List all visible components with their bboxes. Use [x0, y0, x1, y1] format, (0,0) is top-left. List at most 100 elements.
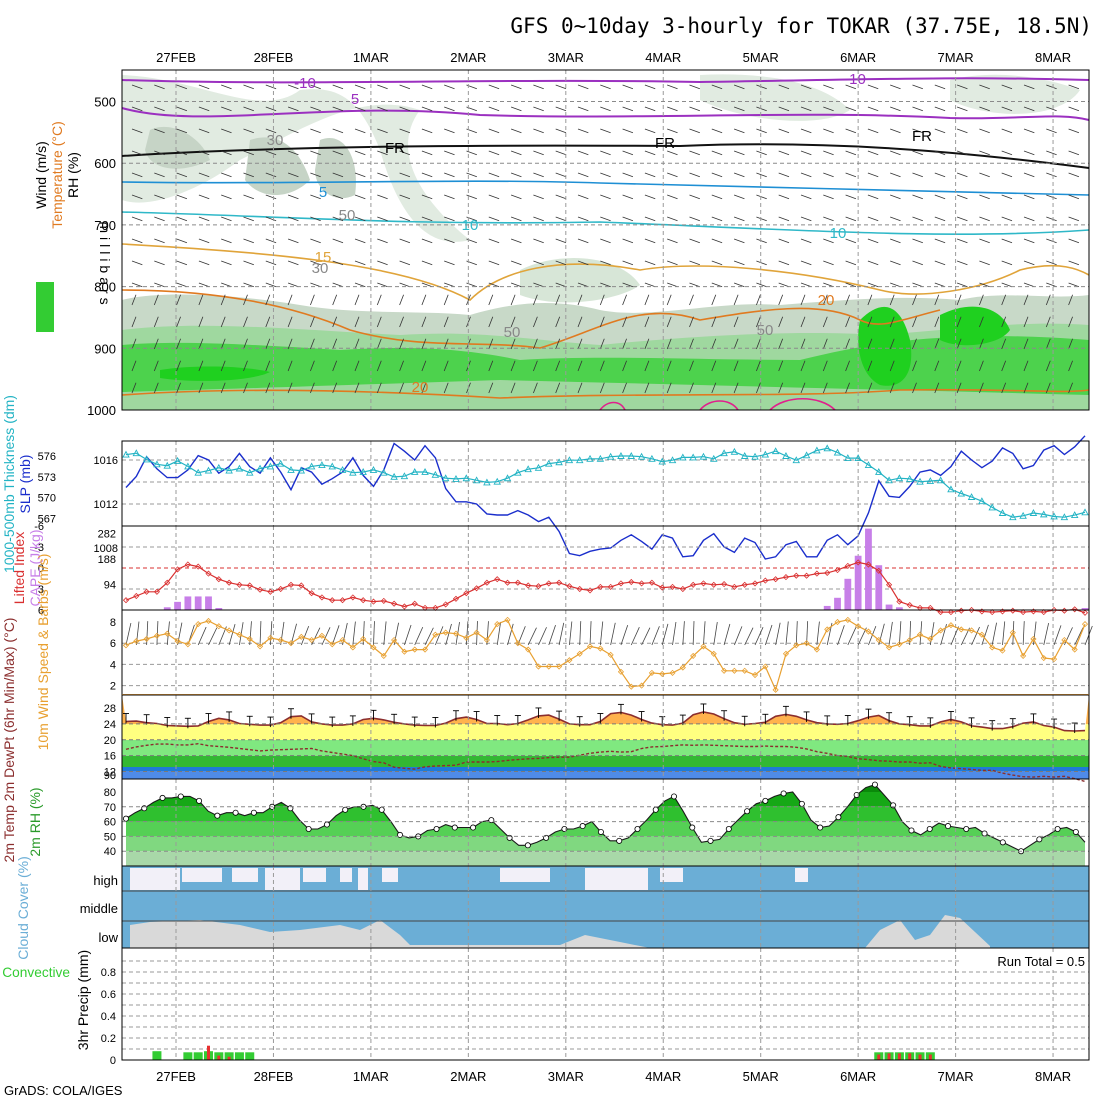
wind-barb [956, 128, 968, 134]
rh-point [579, 823, 586, 830]
profile-contour [599, 401, 626, 411]
wind-barb [131, 282, 143, 288]
li-point [514, 579, 521, 586]
wind-barb [577, 84, 589, 90]
wind-barb [956, 238, 968, 244]
wind-barb [488, 128, 500, 134]
wind-barb [443, 338, 449, 350]
wind-barb [510, 128, 522, 134]
cape-bar [194, 596, 202, 610]
temp-mask [122, 695, 1089, 731]
wind-barb [154, 238, 165, 244]
wind-barb [510, 382, 516, 394]
convective-bar [897, 1053, 901, 1060]
wind-barb [934, 382, 940, 394]
wind-point [927, 635, 934, 643]
wind-barb [889, 382, 895, 394]
wind-point [256, 643, 264, 650]
wind-point [803, 640, 810, 647]
wind-barb [644, 316, 650, 328]
wind-barb [131, 360, 137, 372]
wind-barb [527, 627, 537, 646]
wind-barb [956, 360, 962, 372]
cape-bar [174, 601, 181, 610]
wind-barb [756, 150, 767, 156]
wind-point [597, 645, 604, 652]
wind-barb [265, 106, 277, 112]
li-tick: -6 [34, 521, 44, 533]
wind-barb [912, 360, 917, 372]
wind-barb [243, 106, 254, 112]
wind-barb [867, 194, 879, 200]
wind-barb [912, 238, 923, 244]
wind-point [844, 616, 851, 623]
li-point [813, 570, 820, 577]
wind-barb [1068, 84, 1080, 90]
wind-barb [800, 238, 812, 244]
slp-tick: 1016 [94, 455, 118, 467]
wind-barb [198, 382, 204, 394]
wind-barb [666, 294, 672, 306]
wind-barb [1023, 260, 1035, 266]
wind-barb [733, 260, 745, 266]
wind-barb [956, 84, 968, 90]
wind-point [813, 646, 820, 653]
wind-barb [667, 84, 678, 90]
wind-barb [651, 626, 660, 646]
wind-point [566, 657, 573, 664]
thickness-point [132, 449, 141, 457]
wind-barb [600, 194, 611, 200]
wind-barb [510, 172, 522, 178]
wind-barb [845, 316, 850, 328]
wind-barb [577, 238, 589, 244]
wind-barb [265, 338, 271, 350]
wind-barb [153, 338, 159, 350]
wind-point [824, 626, 831, 633]
wind-barb [1022, 621, 1025, 646]
wind-barb [198, 84, 210, 90]
wind-barb [538, 627, 547, 646]
date-label-bottom: 6MAR [840, 1069, 876, 1084]
thickness-point [875, 468, 883, 475]
wind-point [215, 623, 222, 630]
wind-tick: 6 [110, 638, 116, 650]
cape-bar [865, 528, 872, 610]
wind-barb [287, 294, 293, 306]
wind-barb [890, 260, 901, 266]
wind-point [1050, 656, 1058, 663]
wind-point [741, 667, 748, 674]
li-point [958, 607, 965, 614]
wind-barb [354, 382, 360, 394]
run-total-label: Run Total = 0.5 [997, 954, 1085, 969]
li-point [329, 597, 336, 604]
rh-point [214, 812, 221, 819]
thickness-point [586, 454, 594, 462]
wind-barb [778, 360, 784, 372]
wind-barb [218, 626, 227, 646]
precip-bar [245, 1052, 255, 1060]
wind-tick: 4 [110, 659, 116, 671]
wind-barb [198, 106, 210, 112]
wind-barb [667, 150, 678, 156]
wind-barb [243, 172, 254, 178]
wind-barb [622, 382, 627, 394]
li-point [184, 561, 191, 568]
wind-point [164, 630, 171, 637]
precip-bar [193, 1052, 203, 1060]
wind-barb [332, 150, 344, 156]
wind-barb [488, 84, 500, 90]
wind-point [855, 623, 862, 630]
wind-barb [1023, 172, 1035, 178]
wind-barb [733, 282, 745, 288]
wind-barb [280, 621, 285, 646]
thickness-point [792, 456, 801, 464]
wind-barb [577, 216, 589, 222]
contour-label: -10 [844, 71, 866, 88]
wind-barb [599, 338, 605, 350]
thickness-point [184, 462, 192, 470]
wind-barb [1068, 150, 1080, 156]
wind-barb [243, 294, 248, 306]
wind-barb [176, 360, 181, 372]
panel-axis-label: 10m Wind Speed & Barbs (m/s) [35, 554, 51, 751]
